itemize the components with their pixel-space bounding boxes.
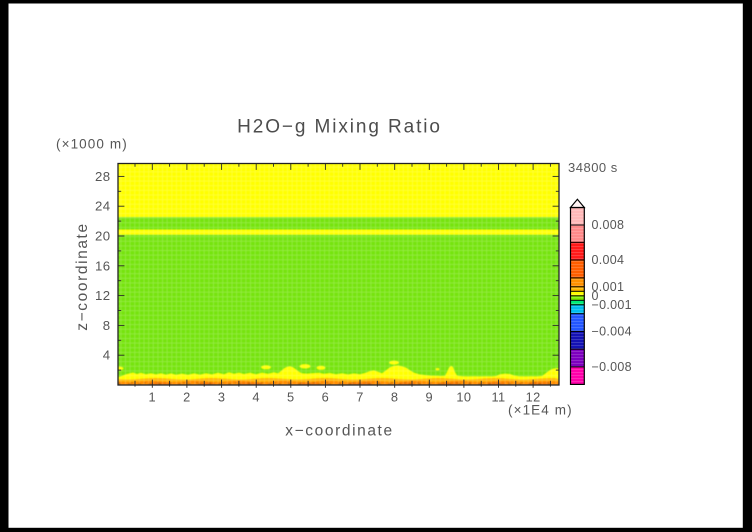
svg-text:8: 8: [103, 318, 111, 333]
svg-text:20: 20: [95, 229, 110, 244]
svg-text:10: 10: [456, 389, 471, 404]
svg-text:−0.008: −0.008: [592, 360, 632, 374]
svg-text:(×1E4 m): (×1E4 m): [508, 402, 573, 417]
svg-text:34800 s: 34800 s: [568, 160, 618, 175]
svg-text:6: 6: [322, 389, 330, 404]
svg-text:−0.004: −0.004: [592, 324, 632, 338]
svg-text:12: 12: [95, 288, 110, 303]
svg-text:1: 1: [149, 389, 157, 404]
svg-text:0: 0: [592, 289, 599, 303]
svg-text:(×1000 m): (×1000 m): [56, 137, 128, 152]
svg-text:7: 7: [356, 389, 364, 404]
svg-text:28: 28: [95, 169, 110, 184]
svg-text:9: 9: [426, 389, 434, 404]
svg-text:3: 3: [218, 389, 226, 404]
svg-text:24: 24: [95, 199, 110, 214]
svg-text:5: 5: [287, 389, 295, 404]
svg-text:12: 12: [526, 389, 541, 404]
svg-text:0.004: 0.004: [592, 253, 625, 267]
svg-text:0.001: 0.001: [592, 280, 625, 294]
svg-text:4: 4: [103, 348, 111, 363]
svg-text:16: 16: [95, 258, 110, 273]
svg-text:11: 11: [491, 389, 505, 404]
svg-text:z−coordinate: z−coordinate: [74, 222, 91, 330]
svg-text:H2O−g Mixing Ratio: H2O−g Mixing Ratio: [237, 117, 442, 138]
svg-text:0.008: 0.008: [592, 218, 625, 232]
svg-text:4: 4: [252, 389, 260, 404]
svg-text:x−coordinate: x−coordinate: [285, 422, 393, 439]
svg-text:8: 8: [391, 389, 399, 404]
svg-text:−0.001: −0.001: [592, 298, 632, 312]
svg-text:2: 2: [183, 389, 191, 404]
